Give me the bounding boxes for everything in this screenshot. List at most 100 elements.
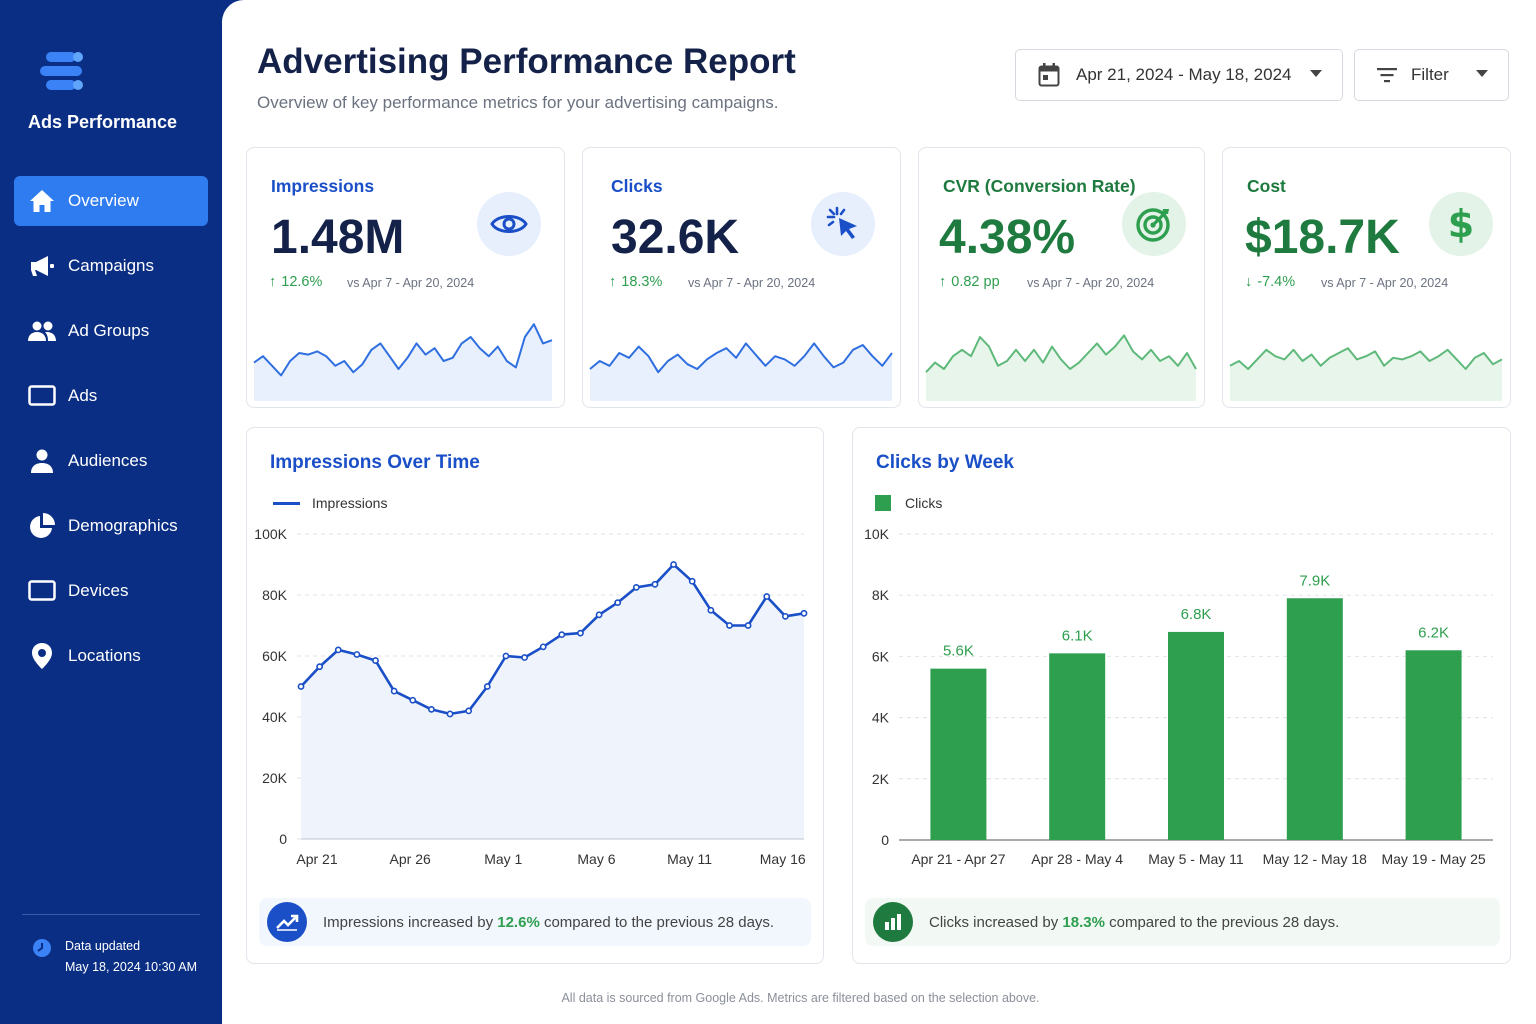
impressions-point (465, 707, 473, 715)
x-tick-label: May 19 - May 25 (1381, 851, 1485, 867)
x-tick-label: May 11 (667, 851, 712, 867)
clicks-sparkline (589, 342, 893, 401)
x-tick-label: Apr 21 (296, 851, 337, 867)
kpi-value: 32.6K (611, 211, 740, 264)
arrow-up-icon: ↑ (269, 274, 277, 290)
bar-data-label: 6.1K (1062, 627, 1093, 644)
legend-swatch (875, 495, 891, 511)
sidebar-item-locations[interactable]: Locations (14, 631, 208, 681)
impressions-point (483, 683, 491, 690)
kpi-delta: ↓ -7.4% (1245, 274, 1295, 290)
kpi-value: 4.38% (939, 211, 1076, 264)
kpi-delta: ↑ 0.82 pp (939, 274, 1000, 290)
main-content: Advertising Performance Report Overview … (222, 0, 1536, 1024)
y-tick-label: 10K (864, 526, 890, 542)
impressions-point (726, 622, 733, 629)
kpi-delta-value: -7.4% (1257, 274, 1296, 290)
bar-data-label: 6.2K (1418, 624, 1449, 641)
kpi-delta-value: 12.6% (281, 274, 323, 290)
y-tick-label: 40K (262, 709, 288, 725)
bar-chart-icon (873, 902, 913, 942)
impressions-point (670, 561, 677, 568)
impressions-insight: Impressions increased by 12.6% compared … (259, 898, 811, 946)
sparkline-area (590, 343, 892, 401)
sidebar-item-devices[interactable]: Devices (14, 566, 208, 616)
impressions-point (763, 593, 771, 600)
data-updated: Data updated May 18, 2024 10:30 AM (32, 936, 197, 978)
chevron-down-icon (1476, 70, 1488, 77)
impressions-sparkline (253, 323, 553, 401)
brand-logo-icon (40, 52, 83, 90)
date-range-picker[interactable]: Apr 21, 2024 - May 18, 2024 (1015, 49, 1343, 101)
kpi-card-clicks: Clicks 32.6K ↑ 18.3% vs Apr 7 - Apr 20, 2… (582, 147, 901, 408)
sidebar-item-overview[interactable]: Overview (14, 176, 208, 226)
filter-button[interactable]: Filter (1354, 49, 1509, 101)
impressions-point (688, 577, 696, 585)
sparkline-line (1229, 347, 1503, 370)
kpi-card-cost: Cost $18.7K $ ↓ -7.4% vs Apr 7 - Apr 20, … (1222, 147, 1511, 408)
y-tick-label: 0 (881, 832, 889, 848)
sparkline-area (1230, 348, 1502, 401)
clock-icon (33, 939, 51, 957)
sidebar-divider (22, 914, 200, 915)
clicks-bar-chart: 0 2K 4K 6K 8K 10K 5.6K Apr 21 - Apr 27 6.1K Apr 2… (864, 526, 1493, 867)
bar-data-label: 6.8K (1181, 606, 1212, 623)
arrow-up-icon: ↑ (939, 274, 947, 290)
sidebar-item-ads[interactable]: Ads (14, 371, 208, 421)
sidebar-item-label: Audiences (68, 451, 148, 470)
kpi-label: Cost (1247, 176, 1286, 196)
impressions-point (428, 705, 435, 713)
x-tick-label: Apr 21 - Apr 27 (911, 851, 1005, 867)
kpi-label: CVR (Conversion Rate) (943, 176, 1136, 196)
sidebar-item-label: Ad Groups (68, 321, 150, 340)
chart-legend: Impressions (273, 495, 387, 511)
sidebar-item-label: Devices (68, 581, 129, 600)
kpi-delta: ↑ 12.6% (269, 274, 322, 290)
kpi-label: Impressions (271, 176, 375, 196)
monitor-icon (28, 384, 56, 408)
clicks-bar (930, 668, 987, 840)
data-updated-label: Data updated (65, 939, 141, 953)
impressions-area (301, 564, 804, 839)
arrow-down-icon: ↓ (1245, 274, 1253, 290)
impressions-point (800, 609, 808, 617)
sidebar-item-label: Locations (68, 646, 141, 665)
impressions-point (577, 629, 584, 637)
y-tick-label: 100K (254, 526, 287, 542)
impressions-point (539, 643, 547, 651)
impressions-point (632, 583, 640, 591)
y-tick-label: 20K (262, 770, 288, 786)
kpi-comparison: vs Apr 7 - Apr 20, 2024 (347, 276, 475, 290)
kpi-label: Clicks (611, 176, 663, 196)
impressions-chart-card: 0 20K 40K 60K 80K 100K Apr 21 Apr 26 May 1 May 6 M… (246, 427, 824, 964)
x-tick-label: May 16 (760, 851, 806, 867)
impressions-point (614, 599, 622, 607)
legend-label: Clicks (905, 495, 943, 511)
kpi-card-impressions: Impressions 1.48M ↑ 12.6% vs Apr 7 - Apr … (246, 147, 565, 408)
sidebar-item-campaigns[interactable]: Campaigns (14, 241, 208, 291)
sparkline-area (254, 324, 552, 401)
filter-icon (1377, 68, 1397, 83)
y-tick-label: 60K (262, 648, 288, 664)
filter-label: Filter (1411, 65, 1449, 84)
sidebar-nav: Overview Campaigns Ad Groups Ads Audienc… (14, 176, 208, 696)
impressions-point (316, 663, 324, 671)
impressions-point (744, 622, 752, 629)
x-tick-label: Apr 26 (390, 851, 431, 867)
y-tick-label: 8K (872, 587, 890, 603)
impressions-point (521, 654, 528, 661)
sidebar-item-audiences[interactable]: Audiences (14, 436, 208, 486)
sidebar-item-demographics[interactable]: Demographics (14, 501, 208, 551)
cvr-sparkline (925, 334, 1197, 401)
impressions-point (334, 646, 342, 654)
x-tick-label: May 12 - May 18 (1263, 851, 1367, 867)
kpi-value: $18.7K (1245, 211, 1400, 264)
y-tick-label: 80K (262, 587, 288, 603)
x-tick-label: May 5 - May 11 (1148, 851, 1244, 867)
impressions-point (595, 611, 603, 619)
sidebar-item-ad-groups[interactable]: Ad Groups (14, 306, 208, 356)
trend-up-icon (267, 902, 307, 942)
y-tick-label: 6K (872, 648, 890, 664)
home-icon (28, 189, 56, 213)
kpi-comparison: vs Apr 7 - Apr 20, 2024 (688, 276, 816, 290)
